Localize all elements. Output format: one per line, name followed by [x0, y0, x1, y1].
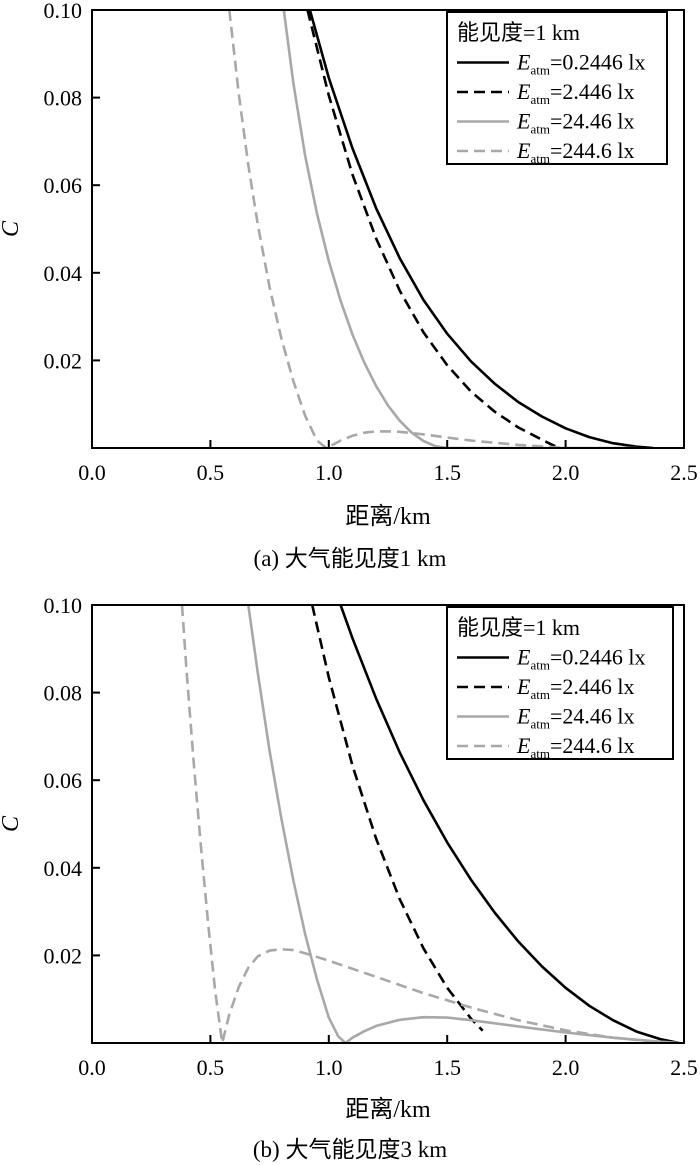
x-tick-label: 0.5 — [197, 1055, 225, 1080]
legend-title: 能见度=1 km — [457, 615, 580, 640]
series-line-2 — [310, 605, 484, 1032]
x-axis-label: 距离/km — [345, 503, 431, 530]
y-tick-label: 0.08 — [44, 681, 83, 706]
series-line-3 — [247, 605, 680, 1043]
legend-entry-label: Eatm=2.446 lx — [516, 79, 634, 107]
chart-panel-a: 0.0 0.5 1.0 1.5 2.0 2.5 0.02 0.04 0.06 0.08 0.10 距离… — [0, 0, 698, 571]
x-tick-label: 2.0 — [552, 460, 580, 485]
series-line-1 — [308, 10, 654, 448]
legend-entry-label: Eatm=244.6 lx — [516, 138, 634, 166]
y-tick-label: 0.10 — [44, 0, 83, 23]
series-line-4 — [180, 605, 673, 1043]
legend-entry-label: Eatm=24.46 lx — [516, 704, 634, 732]
panel-caption: (a) 大气能见度1 km — [254, 546, 447, 571]
x-tick-label: 0.0 — [78, 1055, 106, 1080]
legend-entry-label: Eatm=24.46 lx — [516, 109, 634, 137]
legend-entry-label: Eatm=0.2446 lx — [516, 645, 645, 673]
plot-frame — [91, 9, 685, 449]
legend-box — [446, 11, 668, 165]
y-axis-label: C — [0, 220, 24, 237]
legend-title: 能见度=1 km — [457, 20, 580, 45]
x-tick-label: 0.0 — [78, 460, 106, 485]
y-tick-label: 0.04 — [44, 856, 83, 881]
x-tick-label: 1.0 — [315, 1055, 343, 1080]
legend-entry-label: Eatm=2.446 lx — [516, 674, 634, 702]
series-line-4 — [228, 10, 566, 448]
y-tick-label: 0.02 — [44, 348, 83, 373]
legend-entry-label: Eatm=0.2446 lx — [516, 50, 645, 78]
series-group — [228, 10, 654, 448]
y-tick-label: 0.06 — [44, 173, 83, 198]
x-tick-label: 2.0 — [552, 1055, 580, 1080]
series-line-3 — [282, 10, 637, 448]
plot-frame — [91, 604, 685, 1044]
x-tick-label: 1.5 — [433, 460, 461, 485]
x-tick-label: 1.5 — [433, 1055, 461, 1080]
y-tick-label: 0.02 — [44, 943, 83, 968]
legend-box — [446, 606, 674, 760]
y-axis-label: C — [0, 815, 24, 832]
x-tick-label: 1.0 — [315, 460, 343, 485]
y-tick-label: 0.04 — [44, 261, 83, 286]
x-axis-label: 距离/km — [345, 1096, 431, 1123]
series-line-2 — [306, 10, 560, 448]
y-tick-label: 0.10 — [44, 593, 83, 618]
y-tick-label: 0.08 — [44, 86, 83, 111]
x-tick-label: 2.5 — [670, 460, 698, 485]
chart-panel-b: 0.0 0.5 1.0 1.5 2.0 2.5 0.02 0.04 0.06 0.08 0.10 距离… — [0, 593, 698, 1162]
series-group — [180, 605, 680, 1043]
y-tick-label: 0.06 — [44, 768, 83, 793]
legend-entry-label: Eatm=244.6 lx — [516, 733, 634, 761]
panel-caption: (b) 大气能见度3 km — [253, 1137, 447, 1162]
x-tick-label: 2.5 — [670, 1055, 698, 1080]
series-line-1 — [339, 605, 680, 1043]
x-tick-label: 0.5 — [197, 460, 225, 485]
